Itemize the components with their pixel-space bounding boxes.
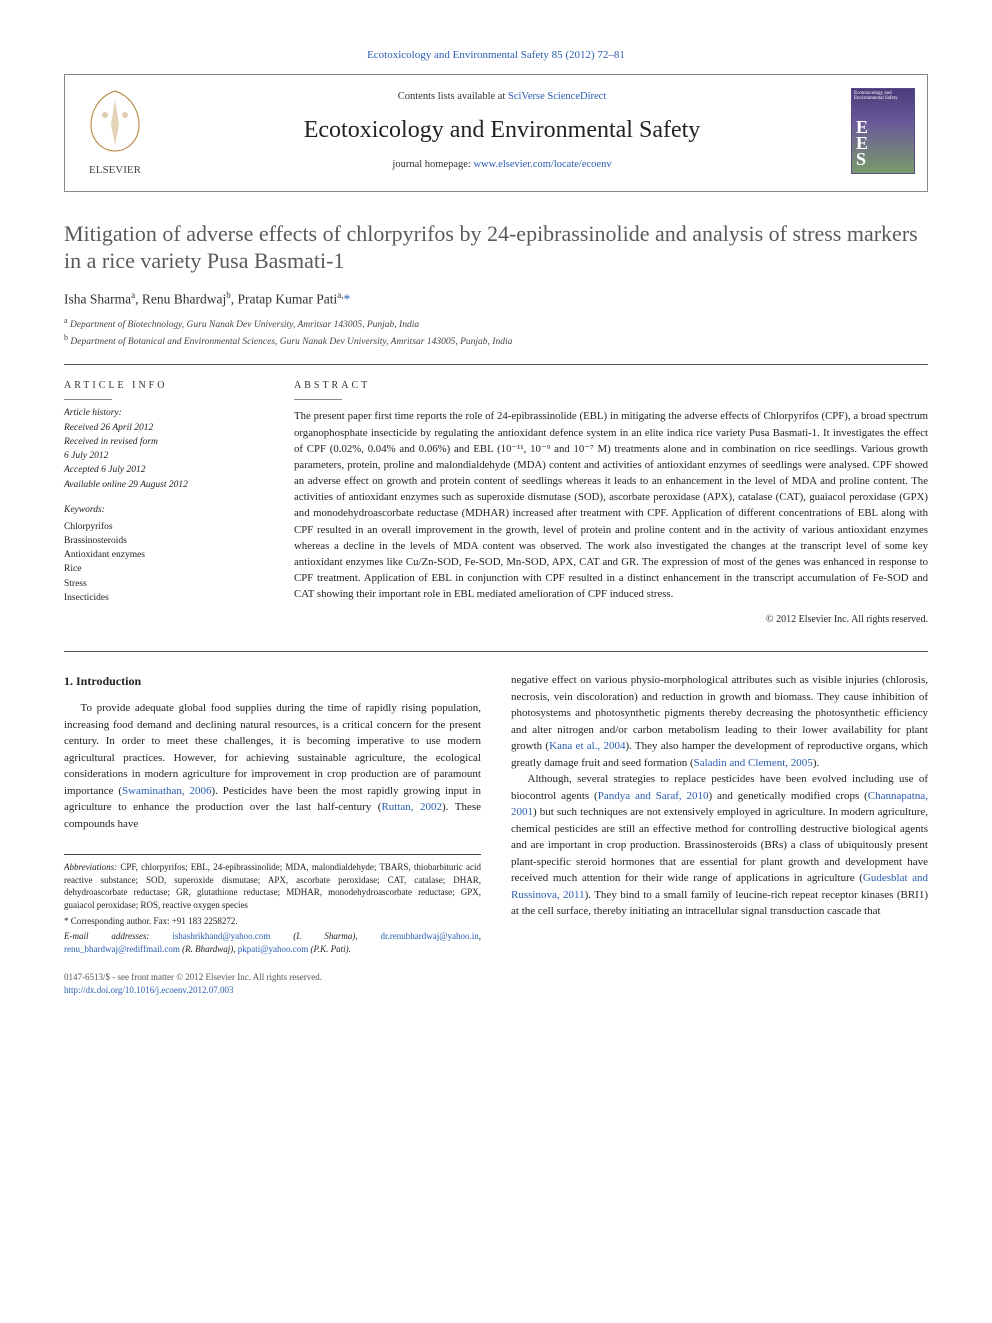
svg-text:ELSEVIER: ELSEVIER (89, 164, 142, 176)
ref-link[interactable]: Pandya and Saraf, 2010 (598, 790, 709, 802)
abstract-heading: abstract (294, 379, 928, 394)
abstract-text: The present paper first time reports the… (294, 408, 928, 602)
keyword: Brassinosteroids (64, 534, 264, 548)
history-line: Available online 29 August 2012 (64, 480, 188, 490)
ref-link[interactable]: Saladin and Clement, 2005 (694, 757, 813, 769)
intro-p2: negative effect on various physio-morpho… (511, 672, 928, 771)
contents-prefix: Contents lists available at (398, 91, 508, 102)
intro-p1: To provide adequate global food supplies… (64, 700, 481, 832)
cover-thumb-title: Ecotoxicology and Environmental Safety (854, 91, 912, 102)
ref-link[interactable]: Ruttan, 2002 (381, 801, 442, 813)
footer-copyright: 0147-6513/$ - see front matter © 2012 El… (64, 971, 322, 984)
cover-thumb-letters: EES (856, 119, 868, 168)
abstract-copyright: © 2012 Elsevier Inc. All rights reserved… (294, 613, 928, 628)
top-citation: Ecotoxicology and Environmental Safety 8… (64, 48, 928, 64)
info-heading: article info (64, 379, 264, 394)
top-citation-journal: Ecotoxicology and Environmental Safety (367, 49, 549, 61)
journal-name: Ecotoxicology and Environmental Safety (167, 113, 837, 148)
keywords-list: Chlorpyrifos Brassinosteroids Antioxidan… (64, 520, 264, 606)
email-link[interactable]: ishashrikhand@yahoo.com (172, 931, 270, 941)
history-line: Accepted 6 July 2012 (64, 465, 146, 475)
history-label: Article history: (64, 408, 122, 418)
info-abstract-row: article info Article history: Received 2… (64, 379, 928, 627)
sciencedirect-link[interactable]: SciVerse ScienceDirect (508, 91, 606, 102)
email-link[interactable]: dr.renubhardwaj@yahoo.in (380, 931, 478, 941)
affiliations: a Department of Biotechnology, Guru Nana… (64, 315, 928, 350)
corresponding-author: * Corresponding author. Fax: +91 183 225… (64, 915, 481, 928)
separator (64, 364, 928, 365)
article-info-col: article info Article history: Received 2… (64, 379, 264, 627)
doi-link[interactable]: http://dx.doi.org/10.1016/j.ecoenv.2012.… (64, 985, 234, 995)
homepage-line: journal homepage: www.elsevier.com/locat… (167, 157, 837, 172)
keyword: Insecticides (64, 591, 264, 605)
abbreviations: Abbreviations: CPF, chlorpyrifos; EBL, 2… (64, 861, 481, 911)
affiliation-a: a Department of Biotechnology, Guru Nana… (64, 315, 928, 332)
info-mini-sep (64, 399, 112, 400)
history-line: 6 July 2012 (64, 451, 108, 461)
keyword: Rice (64, 562, 264, 576)
email-addresses: E-mail addresses: ishashrikhand@yahoo.co… (64, 930, 481, 955)
homepage-prefix: journal homepage: (392, 159, 473, 170)
author-list: Isha Sharmaa, Renu Bhardwajb, Pratap Kum… (64, 289, 928, 309)
keywords-label: Keywords: (64, 504, 264, 518)
page-footer: 0147-6513/$ - see front matter © 2012 El… (64, 971, 928, 997)
main-separator (64, 651, 928, 652)
top-citation-link[interactable]: Ecotoxicology and Environmental Safety 8… (367, 49, 625, 61)
email-link[interactable]: pkpati@yahoo.com (238, 944, 309, 954)
footnotes: Abbreviations: CPF, chlorpyrifos; EBL, 2… (64, 854, 481, 955)
footer-left: 0147-6513/$ - see front matter © 2012 El… (64, 971, 322, 997)
keyword: Chlorpyrifos (64, 520, 264, 534)
section-heading-intro: 1. Introduction (64, 672, 481, 690)
homepage-link[interactable]: www.elsevier.com/locate/ecoenv (473, 159, 611, 170)
history-line: Received 26 April 2012 (64, 423, 153, 433)
ref-link[interactable]: Kana et al., 2004 (549, 740, 625, 752)
corresponding-author-mark[interactable]: * (343, 291, 350, 306)
journal-cover-thumb: Ecotoxicology and Environmental Safety E… (851, 88, 915, 174)
abstract-col: abstract The present paper first time re… (294, 379, 928, 627)
history-line: Received in revised form (64, 437, 158, 447)
top-citation-pages: 85 (2012) 72–81 (552, 49, 625, 61)
body-columns: 1. Introduction To provide adequate glob… (64, 672, 928, 955)
ref-link[interactable]: Swaminathan, 2006 (122, 785, 212, 797)
article-history: Article history: Received 26 April 2012 … (64, 406, 264, 492)
keyword: Antioxidant enzymes (64, 548, 264, 562)
affiliation-b: b Department of Botanical and Environmen… (64, 332, 928, 349)
abstract-mini-sep (294, 399, 342, 400)
article-title: Mitigation of adverse effects of chlorpy… (64, 220, 928, 275)
contents-line: Contents lists available at SciVerse Sci… (167, 89, 837, 104)
intro-p3: Although, several strategies to replace … (511, 771, 928, 920)
keyword: Stress (64, 577, 264, 591)
email-link[interactable]: renu_bhardwaj@rediffmail.com (64, 944, 180, 954)
elsevier-logo: ELSEVIER (77, 85, 153, 177)
keywords-block: Keywords: Chlorpyrifos Brassinosteroids … (64, 504, 264, 605)
header-center: Contents lists available at SciVerse Sci… (167, 89, 837, 172)
journal-header-box: ELSEVIER Contents lists available at Sci… (64, 74, 928, 192)
